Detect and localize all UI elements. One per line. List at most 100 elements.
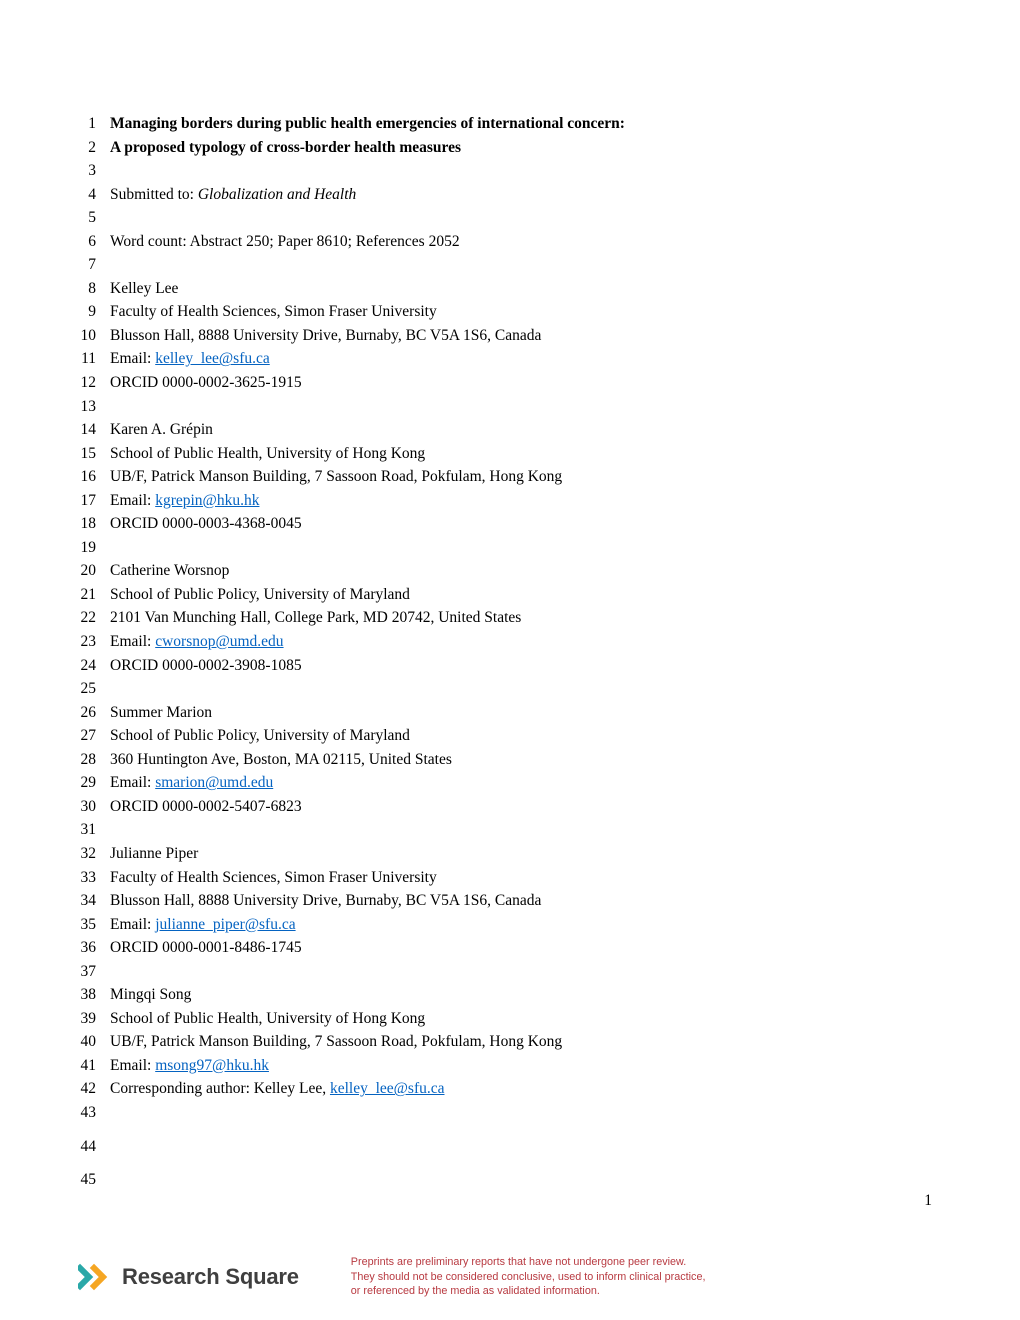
manuscript-line: 26Summer Marion: [78, 701, 936, 725]
line-number: 24: [78, 654, 110, 678]
line-number: 17: [78, 489, 110, 513]
disclaimer-line: They should not be considered conclusive…: [351, 1270, 706, 1285]
line-number: 32: [78, 842, 110, 866]
manuscript-line: 40UB/F, Patrick Manson Building, 7 Sasso…: [78, 1030, 936, 1054]
manuscript-line: 31: [78, 818, 936, 842]
line-text: ORCID 0000-0002-3625-1915: [110, 371, 936, 395]
text-prefix: Email:: [110, 492, 155, 509]
line-text: Blusson Hall, 8888 University Drive, Bur…: [110, 889, 936, 913]
preprint-disclaimer: Preprints are preliminary reports that h…: [351, 1255, 706, 1299]
manuscript-line: 10Blusson Hall, 8888 University Drive, B…: [78, 324, 936, 348]
manuscript-line: 14Karen A. Grépin: [78, 418, 936, 442]
line-text: Email: smarion@umd.edu: [110, 771, 936, 795]
manuscript-line: 6Word count: Abstract 250; Paper 8610; R…: [78, 230, 936, 254]
line-number: 26: [78, 701, 110, 725]
line-text: Managing borders during public health em…: [110, 112, 936, 136]
line-number: 10: [78, 324, 110, 348]
email-link[interactable]: kgrepin@hku.hk: [155, 492, 259, 509]
manuscript-line: 38Mingqi Song: [78, 983, 936, 1007]
line-number: 39: [78, 1007, 110, 1031]
manuscript-line: 222101 Van Munching Hall, College Park, …: [78, 606, 936, 630]
line-text: Kelley Lee: [110, 277, 936, 301]
line-text: Summer Marion: [110, 701, 936, 725]
line-number: 11: [78, 347, 110, 371]
line-text: Submitted to: Globalization and Health: [110, 183, 936, 207]
manuscript-line: 4Submitted to: Globalization and Health: [78, 183, 936, 207]
text-prefix: Submitted to:: [110, 186, 198, 203]
line-number: 41: [78, 1054, 110, 1078]
line-number: 37: [78, 960, 110, 984]
line-text: Blusson Hall, 8888 University Drive, Bur…: [110, 324, 936, 348]
email-link[interactable]: kelley_lee@sfu.ca: [155, 350, 270, 367]
line-text: UB/F, Patrick Manson Building, 7 Sassoon…: [110, 465, 936, 489]
manuscript-line: 28360 Huntington Ave, Boston, MA 02115, …: [78, 748, 936, 772]
text-prefix: Email:: [110, 1057, 155, 1074]
email-link[interactable]: cworsnop@umd.edu: [155, 633, 283, 650]
line-text: Email: cworsnop@umd.edu: [110, 630, 936, 654]
line-number: 36: [78, 936, 110, 960]
line-number: 4: [78, 183, 110, 207]
text-prefix: Email:: [110, 916, 155, 933]
line-number: 7: [78, 253, 110, 277]
manuscript-line: 45: [78, 1168, 936, 1192]
line-number: 30: [78, 795, 110, 819]
line-number: 34: [78, 889, 110, 913]
line-text: School of Public Policy, University of M…: [110, 724, 936, 748]
line-text: Email: julianne_piper@sfu.ca: [110, 913, 936, 937]
line-text: Catherine Worsnop: [110, 559, 936, 583]
manuscript-line: 13: [78, 395, 936, 419]
line-number: 8: [78, 277, 110, 301]
line-number: 45: [78, 1168, 110, 1192]
manuscript-line: 5: [78, 206, 936, 230]
line-number: 18: [78, 512, 110, 536]
footer: Research Square Preprints are preliminar…: [0, 1242, 1020, 1320]
text-prefix: Email:: [110, 633, 155, 650]
line-text: Mingqi Song: [110, 983, 936, 1007]
line-number: 22: [78, 606, 110, 630]
manuscript-line: 9Faculty of Health Sciences, Simon Frase…: [78, 300, 936, 324]
line-number: 20: [78, 559, 110, 583]
manuscript-line: 23Email: cworsnop@umd.edu: [78, 630, 936, 654]
line-text: UB/F, Patrick Manson Building, 7 Sassoon…: [110, 1030, 936, 1054]
manuscript-line: 36ORCID 0000-0001-8486-1745: [78, 936, 936, 960]
line-text: ORCID 0000-0003-4368-0045: [110, 512, 936, 536]
line-number: 43: [78, 1101, 110, 1125]
email-link[interactable]: kelley_lee@sfu.ca: [330, 1080, 445, 1097]
manuscript-line: 21School of Public Policy, University of…: [78, 583, 936, 607]
disclaimer-line: or referenced by the media as validated …: [351, 1284, 706, 1299]
line-number: 1: [78, 112, 110, 136]
manuscript-line: 33Faculty of Health Sciences, Simon Fras…: [78, 866, 936, 890]
manuscript-line: 44: [78, 1135, 936, 1159]
manuscript-line: 39School of Public Health, University of…: [78, 1007, 936, 1031]
line-number: 40: [78, 1030, 110, 1054]
line-number: 31: [78, 818, 110, 842]
line-number: 12: [78, 371, 110, 395]
line-text: ORCID 0000-0002-3908-1085: [110, 654, 936, 678]
manuscript-line: 11Email: kelley_lee@sfu.ca: [78, 347, 936, 371]
line-text: Email: kelley_lee@sfu.ca: [110, 347, 936, 371]
line-text: 2101 Van Munching Hall, College Park, MD…: [110, 606, 936, 630]
line-number: 15: [78, 442, 110, 466]
manuscript-line: 34Blusson Hall, 8888 University Drive, B…: [78, 889, 936, 913]
line-text: 360 Huntington Ave, Boston, MA 02115, Un…: [110, 748, 936, 772]
email-link[interactable]: msong97@hku.hk: [155, 1057, 269, 1074]
line-text: Faculty of Health Sciences, Simon Fraser…: [110, 866, 936, 890]
disclaimer-line: Preprints are preliminary reports that h…: [351, 1255, 706, 1270]
email-link[interactable]: julianne_piper@sfu.ca: [155, 916, 295, 933]
logo-text: Research Square: [122, 1264, 299, 1290]
page-number: 1: [924, 1192, 932, 1210]
line-number: 42: [78, 1077, 110, 1101]
manuscript-line: 43: [78, 1101, 936, 1125]
line-text: Email: kgrepin@hku.hk: [110, 489, 936, 513]
line-text: Email: msong97@hku.hk: [110, 1054, 936, 1078]
line-number: 19: [78, 536, 110, 560]
logo-mark-icon: [78, 1262, 112, 1292]
email-link[interactable]: smarion@umd.edu: [155, 774, 273, 791]
manuscript-line: 3: [78, 159, 936, 183]
manuscript-line: 12ORCID 0000-0002-3625-1915: [78, 371, 936, 395]
manuscript-line: 17Email: kgrepin@hku.hk: [78, 489, 936, 513]
line-number: 29: [78, 771, 110, 795]
manuscript-page: 1Managing borders during public health e…: [0, 0, 1020, 1192]
research-square-logo: Research Square: [78, 1262, 299, 1292]
manuscript-line: 24ORCID 0000-0002-3908-1085: [78, 654, 936, 678]
